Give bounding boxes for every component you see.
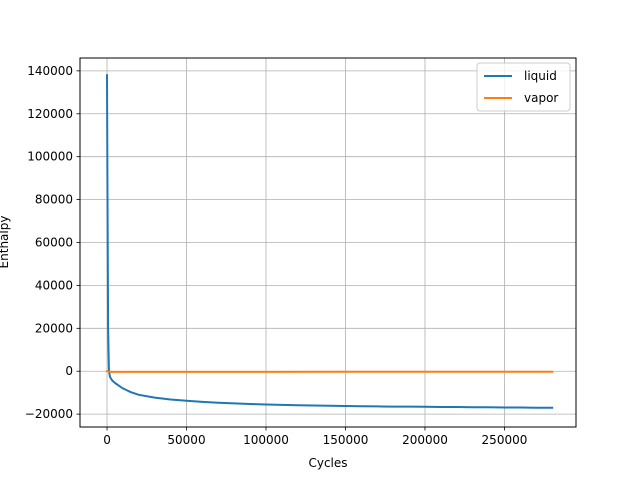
series-line-vapor bbox=[105, 369, 554, 373]
legend-label-vapor: vapor bbox=[524, 91, 558, 105]
y-tick-label: 100000 bbox=[27, 150, 73, 164]
y-tick-label: 0 bbox=[65, 364, 73, 378]
x-axis-ticks: 0 50000 100000 150000 200000 250000 bbox=[103, 427, 527, 447]
x-tick-label: 0 bbox=[103, 433, 111, 447]
y-tick-label: −20000 bbox=[25, 407, 73, 421]
x-tick-label: 50000 bbox=[167, 433, 205, 447]
y-tick-label: 80000 bbox=[35, 193, 73, 207]
x-tick-label: 250000 bbox=[482, 433, 528, 447]
y-tick-label: 40000 bbox=[35, 278, 73, 292]
legend-label-liquid: liquid bbox=[524, 69, 557, 83]
y-tick-label: 120000 bbox=[27, 107, 73, 121]
y-tick-label: 20000 bbox=[35, 321, 73, 335]
y-tick-label: 140000 bbox=[27, 64, 73, 78]
series-line-liquid bbox=[105, 74, 554, 409]
y-axis-label: Enthalpy bbox=[0, 216, 11, 269]
x-tick-label: 150000 bbox=[323, 433, 369, 447]
legend: liquid vapor bbox=[476, 62, 571, 112]
x-tick-label: 100000 bbox=[243, 433, 289, 447]
x-axis-label: Cycles bbox=[308, 456, 347, 470]
x-tick-label: 200000 bbox=[402, 433, 448, 447]
series-layer bbox=[105, 74, 554, 409]
y-axis-ticks: −20000 0 20000 40000 60000 80000 100000 120000 1… bbox=[25, 64, 80, 421]
y-tick-label: 60000 bbox=[35, 236, 73, 250]
